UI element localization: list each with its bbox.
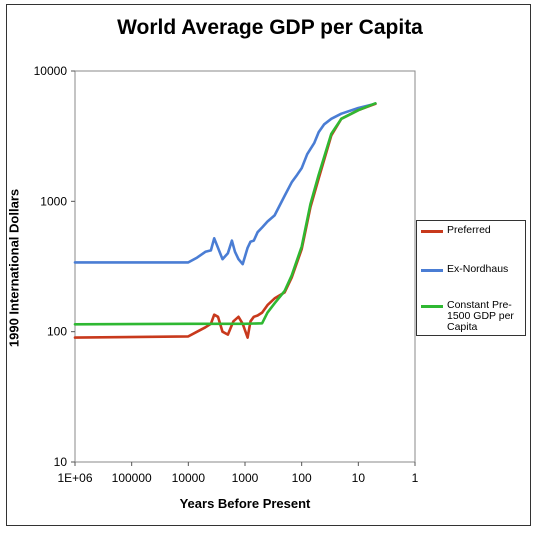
legend: Preferred Ex-Nordhaus Constant Pre-1500 … (416, 220, 526, 336)
legend-swatch-constant (421, 305, 443, 308)
y-axis-label: 1990 International Dollars (6, 188, 22, 348)
legend-item-ex-nordhaus: Ex-Nordhaus (421, 263, 525, 275)
y-tick-label: 10 (54, 455, 68, 469)
x-tick-label: 10 (352, 471, 366, 485)
x-tick-label: 1E+06 (57, 471, 92, 485)
series-line-ex-nordhaus (73, 102, 377, 266)
legend-label-preferred: Preferred (447, 224, 491, 236)
x-tick-label: 100 (292, 471, 312, 485)
y-tick-label: 100 (47, 325, 67, 339)
legend-label-constant: Constant Pre-1500 GDP per Capita (447, 299, 514, 333)
chart-title: World Average GDP per Capita (117, 16, 423, 39)
x-tick-label: 1 (412, 471, 419, 485)
legend-item-preferred: Preferred (421, 224, 525, 236)
legend-item-constant: Constant Pre-1500 GDP per Capita (421, 299, 525, 333)
x-tick-label: 10000 (172, 471, 206, 485)
series-line-constant-pre-1500-gdp-per-capita (73, 102, 377, 326)
legend-swatch-preferred (421, 230, 443, 233)
y-tick-label: 10000 (34, 64, 68, 78)
y-tick-label: 1000 (40, 194, 67, 208)
legend-swatch-ex-nordhaus (421, 269, 443, 272)
plot-border (74, 70, 416, 463)
x-tick-label: 100000 (112, 471, 152, 485)
legend-label-ex-nordhaus: Ex-Nordhaus (447, 263, 509, 275)
x-axis-label: Years Before Present (179, 496, 311, 511)
x-tick-label: 1000 (232, 471, 259, 485)
